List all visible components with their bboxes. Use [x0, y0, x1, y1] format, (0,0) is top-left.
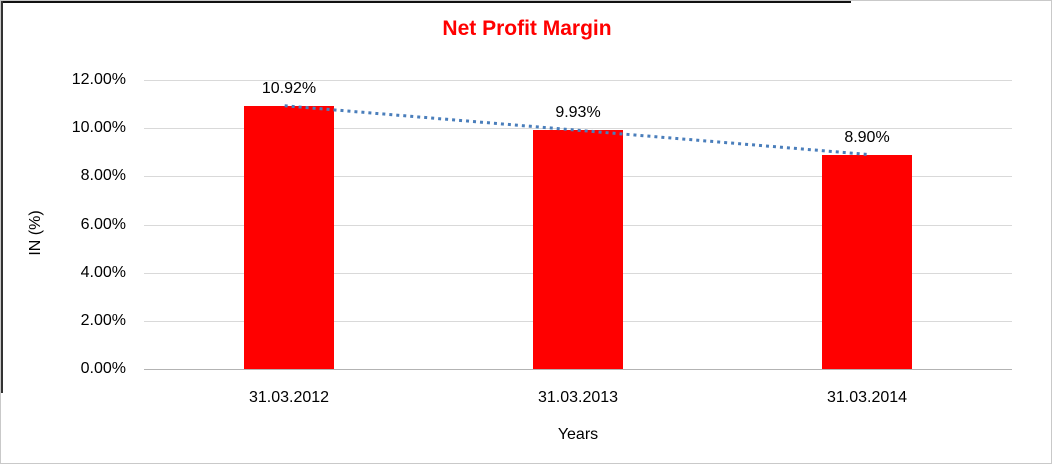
- x-axis-title: Years: [557, 426, 599, 443]
- y-tick-label: 2.00%: [80, 312, 126, 329]
- x-axis-line: [144, 369, 1012, 370]
- frame-left-border: [1, 1, 3, 393]
- y-axis-title: IN (%): [27, 210, 44, 256]
- x-tick-label: 31.03.2014: [826, 389, 908, 406]
- gridline: [144, 80, 1012, 81]
- y-tick-label: 6.00%: [80, 216, 126, 233]
- data-label: 9.93%: [555, 104, 601, 121]
- data-label: 10.92%: [261, 80, 317, 97]
- x-tick-label: 31.03.2013: [537, 389, 619, 406]
- frame-top-border: [1, 1, 851, 3]
- y-tick-label: 4.00%: [80, 264, 126, 281]
- y-tick-label: 0.00%: [80, 360, 126, 377]
- bar-31.03.2014: [822, 155, 912, 369]
- chart-title: Net Profit Margin: [442, 17, 612, 40]
- x-tick-label: 31.03.2012: [248, 389, 330, 406]
- y-tick-label: 12.00%: [71, 71, 126, 88]
- bar-31.03.2012: [244, 106, 334, 369]
- data-label: 8.90%: [844, 129, 890, 146]
- y-tick-label: 8.00%: [80, 167, 126, 184]
- bar-31.03.2013: [533, 130, 623, 369]
- y-tick-label: 10.00%: [71, 119, 126, 136]
